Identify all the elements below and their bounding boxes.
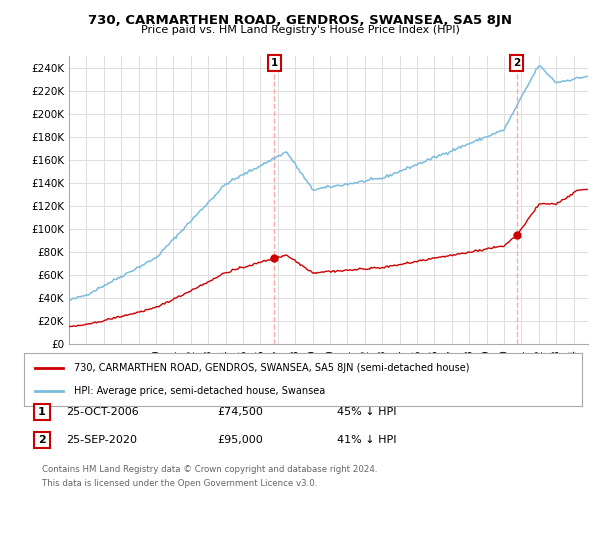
Text: 41% ↓ HPI: 41% ↓ HPI — [337, 435, 397, 445]
FancyBboxPatch shape — [34, 432, 50, 448]
Text: £74,500: £74,500 — [217, 407, 263, 417]
Text: Price paid vs. HM Land Registry's House Price Index (HPI): Price paid vs. HM Land Registry's House … — [140, 25, 460, 35]
Text: HPI: Average price, semi-detached house, Swansea: HPI: Average price, semi-detached house,… — [74, 386, 325, 396]
Text: Contains HM Land Registry data © Crown copyright and database right 2024.: Contains HM Land Registry data © Crown c… — [42, 465, 377, 474]
Text: 45% ↓ HPI: 45% ↓ HPI — [337, 407, 397, 417]
Text: £95,000: £95,000 — [217, 435, 263, 445]
Text: 25-OCT-2006: 25-OCT-2006 — [66, 407, 139, 417]
Text: 730, CARMARTHEN ROAD, GENDROS, SWANSEA, SA5 8JN (semi-detached house): 730, CARMARTHEN ROAD, GENDROS, SWANSEA, … — [74, 363, 470, 373]
Text: 1: 1 — [271, 58, 278, 68]
FancyBboxPatch shape — [34, 404, 50, 420]
Text: 2: 2 — [513, 58, 520, 68]
Text: 730, CARMARTHEN ROAD, GENDROS, SWANSEA, SA5 8JN: 730, CARMARTHEN ROAD, GENDROS, SWANSEA, … — [88, 14, 512, 27]
Text: 2: 2 — [38, 435, 46, 445]
Text: 1: 1 — [38, 407, 46, 417]
Text: This data is licensed under the Open Government Licence v3.0.: This data is licensed under the Open Gov… — [42, 479, 317, 488]
Text: 25-SEP-2020: 25-SEP-2020 — [66, 435, 137, 445]
